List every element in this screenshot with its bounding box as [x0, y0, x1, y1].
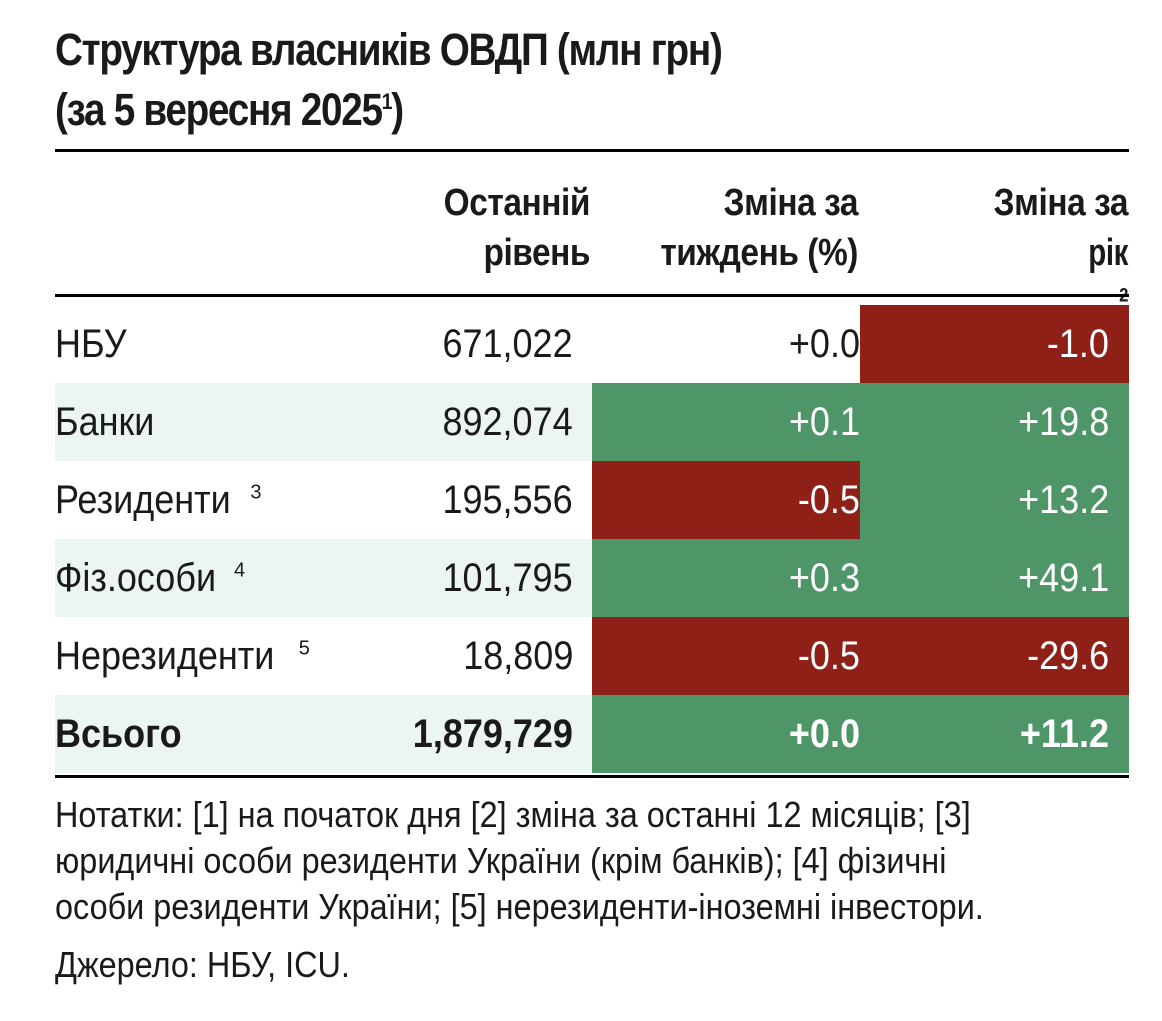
- year-change-value-text: +49.1: [1017, 556, 1109, 600]
- table-top-rule: [55, 149, 1129, 152]
- level-value-text: 101,795: [442, 556, 573, 600]
- week-change-value-text: +0.0: [788, 712, 860, 756]
- header-level-line-2: рівень: [483, 232, 590, 274]
- table-row: Нерезиденти 5 18,809 -0.5 -29.6: [55, 617, 1129, 695]
- level-value: 892,074: [355, 383, 573, 461]
- level-value-text: 892,074: [442, 400, 573, 444]
- week-change-value: -0.5: [592, 461, 880, 539]
- notes-line-3: особи резиденти України; [5] нерезиденти…: [55, 886, 984, 927]
- week-change-value-text: +0.3: [788, 556, 860, 600]
- title-line-2: (за 5 вересня 20251): [55, 80, 984, 140]
- level-value: 101,795: [355, 539, 573, 617]
- week-change-value: +0.0: [592, 695, 880, 773]
- row-label-text: Банки: [55, 400, 155, 444]
- notes-line-2: юридичні особи резиденти України (крім б…: [55, 840, 947, 881]
- header-level-line-1: Останній: [443, 182, 591, 224]
- year-change-value: +13.2: [860, 461, 1129, 539]
- row-label: НБУ: [55, 305, 395, 383]
- week-change-value-text: -0.5: [797, 634, 860, 678]
- year-change-value-text: +11.2: [1019, 712, 1109, 756]
- header-week-change: Зміна за тиждень (%): [560, 178, 858, 278]
- year-change-value: +49.1: [860, 539, 1129, 617]
- week-change-value-text: -0.5: [797, 478, 860, 522]
- header-year-change: Зміна за рік2 (%): [830, 178, 1129, 378]
- table-row: Фіз.особи 4 101,795 +0.3 +49.1: [55, 539, 1129, 617]
- week-change-value: -0.5: [592, 617, 880, 695]
- week-change-value-text: +0.1: [788, 400, 860, 444]
- header-bottom-rule: [55, 294, 1129, 297]
- row-label: Банки: [55, 383, 395, 461]
- level-value: 671,022: [355, 305, 573, 383]
- header-week-line-1: Зміна за: [723, 182, 859, 224]
- year-change-value: -1.0: [860, 305, 1129, 383]
- level-value: 195,556: [355, 461, 573, 539]
- header-week-line-2: тиждень (%): [660, 232, 858, 274]
- title-date: (за 5 вересня 2025: [55, 84, 383, 135]
- week-change-value: +0.3: [592, 539, 880, 617]
- header-level: Останній рівень: [300, 178, 591, 278]
- row-label-text: Резиденти: [55, 478, 231, 522]
- level-value-text: 18,809: [462, 634, 573, 678]
- table-row: Всього 1,879,729 +0.0 +11.2: [55, 695, 1129, 773]
- level-value-text: 195,556: [442, 478, 573, 522]
- page-title: Структура власників ОВДП (млн грн) (за 5…: [55, 20, 984, 140]
- row-label: Всього: [55, 695, 395, 773]
- year-change-value-text: -29.6: [1026, 634, 1109, 678]
- row-label-text: НБУ: [55, 322, 127, 366]
- level-value-text: 671,022: [442, 322, 573, 366]
- table-row: НБУ 671,022 +0.0 -1.0: [55, 305, 1129, 383]
- source-line: Джерело: НБУ, ICU.: [55, 944, 350, 985]
- row-label: Резиденти 3: [55, 461, 395, 539]
- level-value: 18,809: [355, 617, 573, 695]
- row-footnote-mark: 5: [298, 637, 310, 660]
- row-label-text: Нерезиденти: [55, 634, 275, 678]
- row-label: Нерезиденти 5: [55, 617, 395, 695]
- week-change-value: +0.0: [592, 305, 880, 383]
- table-row: Резиденти 3 195,556 -0.5 +13.2: [55, 461, 1129, 539]
- year-change-value: +11.2: [860, 695, 1129, 773]
- row-label-text: Фіз.особи: [55, 556, 217, 600]
- year-change-value-text: -1.0: [1046, 322, 1109, 366]
- table-bottom-rule: [55, 775, 1129, 778]
- notes-block: Нотатки: [1] на початок дня [2] зміна за…: [55, 792, 1135, 988]
- level-value: 1,879,729: [355, 695, 573, 773]
- year-change-value: -29.6: [860, 617, 1129, 695]
- header-year-line-1: Зміна за: [993, 182, 1129, 224]
- row-label: Фіз.особи 4: [55, 539, 395, 617]
- year-change-value-text: +13.2: [1017, 478, 1109, 522]
- week-change-value-text: +0.0: [788, 322, 860, 366]
- week-change-value: +0.1: [592, 383, 880, 461]
- year-change-value: +19.8: [860, 383, 1129, 461]
- title-close-paren: ): [391, 84, 404, 135]
- title-line-1: Структура власників ОВДП (млн грн): [55, 24, 723, 75]
- notes-line-1: Нотатки: [1] на початок дня [2] зміна за…: [55, 794, 971, 835]
- title-footnote-mark: 1: [381, 89, 393, 114]
- row-label-text: Всього: [55, 712, 182, 756]
- level-value-text: 1,879,729: [412, 712, 573, 756]
- year-change-value-text: +19.8: [1017, 400, 1109, 444]
- header-year-word: рік: [1088, 232, 1128, 274]
- row-footnote-mark: 3: [250, 481, 262, 504]
- row-footnote-mark: 4: [233, 559, 246, 582]
- table-row: Банки 892,074 +0.1 +19.8: [55, 383, 1129, 461]
